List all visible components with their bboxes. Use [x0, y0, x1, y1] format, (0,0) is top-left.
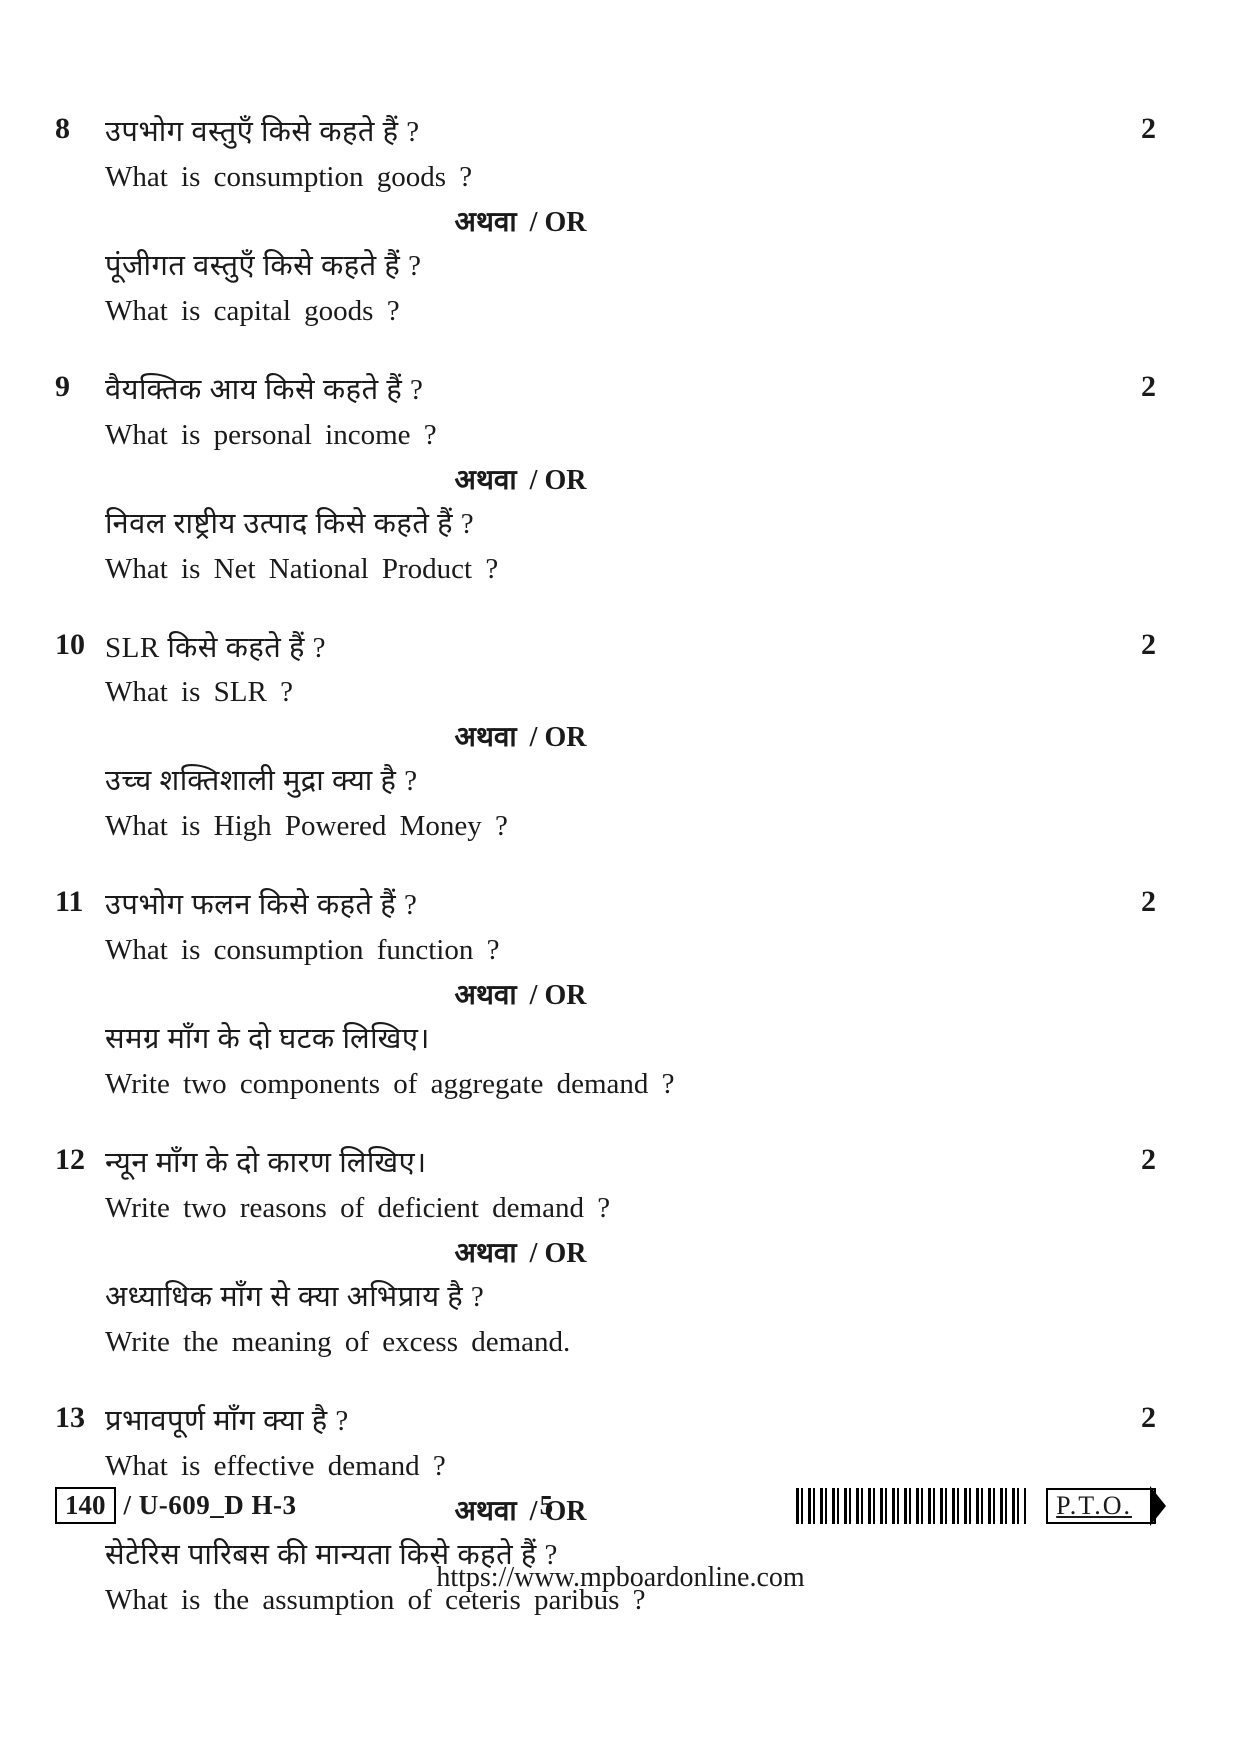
- or-separator: अथवा / OR: [0, 1233, 1116, 1271]
- page-number: 5: [540, 1490, 554, 1521]
- question-block: 9 वैयक्तिक आय किसे कहते हैं ? What is pe…: [55, 368, 1156, 592]
- question-body: SLR किसे कहते हैं ? What is SLR ? अथवा /…: [105, 626, 1116, 850]
- paper-box-code: 140: [55, 1487, 116, 1524]
- question-number: 11: [55, 883, 105, 919]
- question-marks: 2: [1116, 626, 1156, 662]
- alt-question-hindi: उच्च शक्तिशाली मुद्रा क्या है ?: [105, 759, 1116, 804]
- question-number: 10: [55, 626, 105, 662]
- question-english: Write two reasons of deficient demand ?: [105, 1186, 1116, 1231]
- alt-question-english: What is High Powered Money ?: [105, 804, 1116, 849]
- alt-question-english: Write two components of aggregate demand…: [105, 1062, 1116, 1107]
- or-separator: अथवा / OR: [0, 460, 1116, 498]
- question-hindi: न्यून माँग के दो कारण लिखिए।: [105, 1141, 1116, 1186]
- alt-question-hindi: समग्र माँग के दो घटक लिखिए।: [105, 1017, 1116, 1062]
- or-separator: अथवा / OR: [0, 202, 1116, 240]
- or-separator: अथवा / OR: [0, 975, 1116, 1013]
- alt-question-english: Write the meaning of excess demand.: [105, 1320, 1116, 1365]
- question-body: न्यून माँग के दो कारण लिखिए। Write two r…: [105, 1141, 1116, 1365]
- or-separator: अथवा / OR: [0, 717, 1116, 755]
- question-english: What is consumption goods ?: [105, 155, 1116, 200]
- paper-code: / U-609_D H-3: [124, 1490, 297, 1521]
- question-block: 10 SLR किसे कहते हैं ? What is SLR ? अथव…: [55, 626, 1156, 850]
- barcode-icon: [796, 1488, 1026, 1524]
- question-english: What is consumption function ?: [105, 928, 1116, 973]
- question-marks: 2: [1116, 368, 1156, 404]
- question-number: 12: [55, 1141, 105, 1177]
- question-block: 12 न्यून माँग के दो कारण लिखिए। Write tw…: [55, 1141, 1156, 1365]
- questions-container: 8 उपभोग वस्तुएँ किसे कहते हैं ? What is …: [55, 110, 1156, 1623]
- question-block: 11 उपभोग फलन किसे कहते हैं ? What is con…: [55, 883, 1156, 1107]
- alt-question-hindi: पूंजीगत वस्तुएँ किसे कहते हैं ?: [105, 244, 1116, 289]
- question-body: उपभोग वस्तुएँ किसे कहते हैं ? What is co…: [105, 110, 1116, 334]
- question-marks: 2: [1116, 883, 1156, 919]
- question-body: उपभोग फलन किसे कहते हैं ? What is consum…: [105, 883, 1116, 1107]
- alt-question-english: What is capital goods ?: [105, 289, 1116, 334]
- footer-right: P.T.O.: [796, 1488, 1156, 1524]
- question-hindi: SLR किसे कहते हैं ?: [105, 626, 1116, 671]
- question-english: What is personal income ?: [105, 413, 1116, 458]
- question-hindi: उपभोग वस्तुएँ किसे कहते हैं ?: [105, 110, 1116, 155]
- source-url: https://www.mpboardonline.com: [0, 1562, 1241, 1594]
- question-block: 8 उपभोग वस्तुएँ किसे कहते हैं ? What is …: [55, 110, 1156, 334]
- question-number: 13: [55, 1399, 105, 1435]
- page-footer: 140 / U-609_D H-3 5 P.T.O.: [55, 1487, 1156, 1524]
- question-english: What is effective demand ?: [105, 1444, 1116, 1489]
- question-number: 9: [55, 368, 105, 404]
- question-marks: 2: [1116, 1399, 1156, 1435]
- question-marks: 2: [1116, 1141, 1156, 1177]
- alt-question-hindi: अध्याधिक माँग से क्या अभिप्राय है ?: [105, 1275, 1116, 1320]
- question-body: वैयक्तिक आय किसे कहते हैं ? What is pers…: [105, 368, 1116, 592]
- question-english: What is SLR ?: [105, 670, 1116, 715]
- question-hindi: वैयक्तिक आय किसे कहते हैं ?: [105, 368, 1116, 413]
- pto-label: P.T.O.: [1046, 1488, 1156, 1524]
- question-number: 8: [55, 110, 105, 146]
- footer-left: 140 / U-609_D H-3: [55, 1487, 296, 1524]
- alt-question-hindi: निवल राष्ट्रीय उत्पाद किसे कहते हैं ?: [105, 502, 1116, 547]
- question-marks: 2: [1116, 110, 1156, 146]
- question-hindi: उपभोग फलन किसे कहते हैं ?: [105, 883, 1116, 928]
- question-hindi: प्रभावपूर्ण माँग क्या है ?: [105, 1399, 1116, 1444]
- alt-question-english: What is Net National Product ?: [105, 547, 1116, 592]
